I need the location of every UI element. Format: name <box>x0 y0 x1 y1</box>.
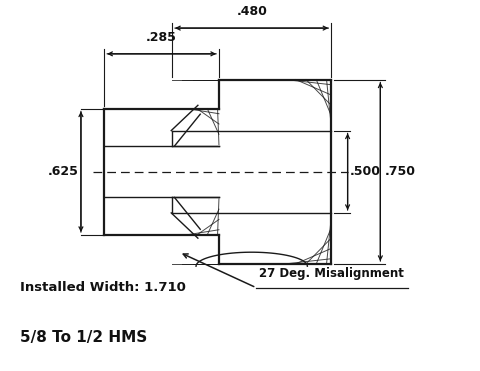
Text: .285: .285 <box>146 30 177 43</box>
Text: 27 Deg. Misalignment: 27 Deg. Misalignment <box>259 267 404 280</box>
Text: .500: .500 <box>350 165 381 178</box>
Text: .625: .625 <box>48 165 79 178</box>
Text: .480: .480 <box>236 5 267 18</box>
Text: .750: .750 <box>384 165 416 178</box>
Text: Installed Width: 1.710: Installed Width: 1.710 <box>20 281 186 294</box>
Text: 5/8 To 1/2 HMS: 5/8 To 1/2 HMS <box>20 330 147 345</box>
